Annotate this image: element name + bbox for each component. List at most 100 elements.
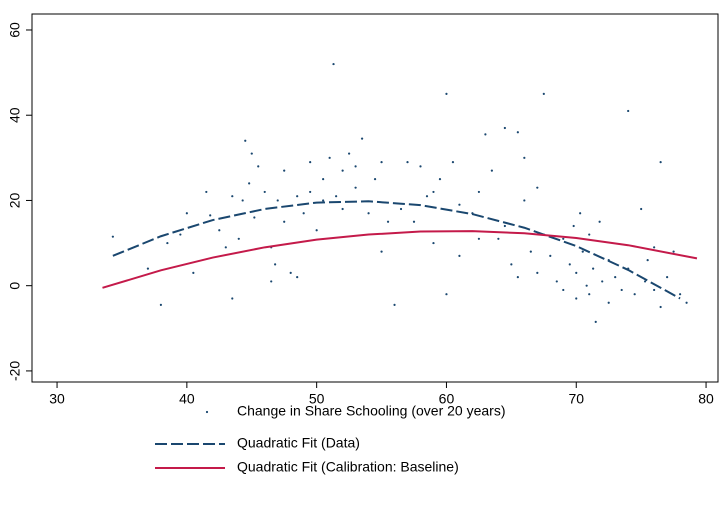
scatter-point xyxy=(159,303,162,306)
scatter-point xyxy=(458,203,461,206)
scatter-point xyxy=(516,276,519,279)
scatter-point xyxy=(588,293,591,296)
x-tick-label: 40 xyxy=(179,391,195,407)
scatter-point xyxy=(289,271,292,274)
scatter-point xyxy=(445,293,448,296)
scatter-point xyxy=(332,62,335,66)
scatter-point xyxy=(458,254,461,257)
scatter-point xyxy=(607,301,610,304)
scatter-point xyxy=(523,156,526,159)
scatter-point xyxy=(386,220,390,223)
legend-marker xyxy=(205,410,209,414)
scatter-point xyxy=(348,152,351,155)
scatter-point xyxy=(659,160,662,164)
scatter-point xyxy=(432,241,435,245)
scatter-point xyxy=(237,237,240,240)
y-tick-label: -20 xyxy=(7,361,23,381)
scatter-point xyxy=(659,305,662,309)
legend-label: Change in Share Schooling (over 20 years… xyxy=(237,403,506,419)
scatter-point xyxy=(562,288,565,292)
x-tick-label: 70 xyxy=(568,391,584,407)
scatter-point xyxy=(328,156,331,159)
scatter-point xyxy=(529,250,532,253)
scatter-point xyxy=(283,220,286,223)
scatter-point xyxy=(406,160,409,164)
scatter-point xyxy=(241,199,244,202)
scatter-point xyxy=(296,195,299,198)
scatter-point xyxy=(360,137,364,140)
scatter-point xyxy=(555,280,558,283)
scatter-point xyxy=(335,195,338,198)
scatter-point xyxy=(646,259,649,262)
scatter-point xyxy=(672,250,675,253)
scatter-point xyxy=(516,131,519,134)
scatter-point xyxy=(425,195,429,198)
scatter-point xyxy=(179,233,182,236)
scatter-point xyxy=(627,109,630,113)
scatter-point xyxy=(315,229,318,232)
scatter-point xyxy=(373,178,377,181)
scatter-point xyxy=(614,276,617,279)
scatter-point xyxy=(572,224,575,228)
scatter-point xyxy=(244,139,247,142)
scatter-point xyxy=(585,284,588,287)
scatter-point xyxy=(274,263,277,266)
scatter-point xyxy=(276,199,279,202)
scatter-point xyxy=(263,190,266,194)
scatter-point xyxy=(367,212,370,215)
scatter-point xyxy=(503,126,506,130)
scatter-point xyxy=(601,280,604,283)
scatter-point xyxy=(620,288,623,292)
fit-line xyxy=(112,200,681,300)
scatter-point xyxy=(218,229,221,232)
y-tick-label: 0 xyxy=(7,282,23,290)
scatter-point xyxy=(484,133,487,136)
fit-line xyxy=(102,230,698,289)
scatter-point xyxy=(477,237,481,240)
scatter-point xyxy=(341,169,344,172)
scatter-point xyxy=(393,303,396,306)
plot-frame xyxy=(31,13,719,383)
scatter-point xyxy=(250,152,253,155)
scatter-point xyxy=(419,165,422,168)
x-tick-label: 60 xyxy=(439,391,455,407)
legend-label: Quadratic Fit (Calibration: Baseline) xyxy=(237,459,459,475)
scatter-point xyxy=(568,263,571,266)
scatter-point xyxy=(592,267,595,270)
scatter-point xyxy=(432,190,435,194)
scatter-point xyxy=(146,267,150,270)
legend-label: Quadratic Fit (Data) xyxy=(237,435,360,451)
scatter-point xyxy=(231,297,234,300)
scatter-point xyxy=(354,186,357,189)
scatter-point xyxy=(224,246,227,249)
scatter-point xyxy=(678,293,682,296)
scatter-point xyxy=(581,250,584,253)
scatter-point xyxy=(633,293,636,296)
scatter-point xyxy=(166,241,169,245)
scatter-point xyxy=(640,207,643,211)
scatter-point xyxy=(248,182,251,185)
y-tick-label: 40 xyxy=(7,107,23,123)
x-tick-label: 50 xyxy=(309,391,325,407)
y-tick-label: 60 xyxy=(7,22,23,38)
scatter-point xyxy=(477,190,481,194)
scatter-point xyxy=(542,92,545,96)
scatter-point xyxy=(341,207,344,211)
scatter-point xyxy=(185,212,188,215)
x-tick-label: 30 xyxy=(49,391,65,407)
scatter-point xyxy=(598,220,601,223)
scatter-point xyxy=(643,280,647,283)
scatter-point xyxy=(354,165,357,168)
scatter-point xyxy=(231,195,234,198)
scatter-point xyxy=(309,190,312,194)
scatter-point xyxy=(380,250,383,253)
scatter-point xyxy=(666,276,669,279)
scatter-point xyxy=(549,254,552,257)
scatter-point xyxy=(445,92,448,96)
y-tick-label: 20 xyxy=(7,192,23,208)
scatter-point xyxy=(309,160,312,164)
scatter-point xyxy=(451,160,455,164)
scatter-point xyxy=(588,233,591,236)
scatter-point xyxy=(536,271,539,274)
scatter-point xyxy=(283,169,286,172)
